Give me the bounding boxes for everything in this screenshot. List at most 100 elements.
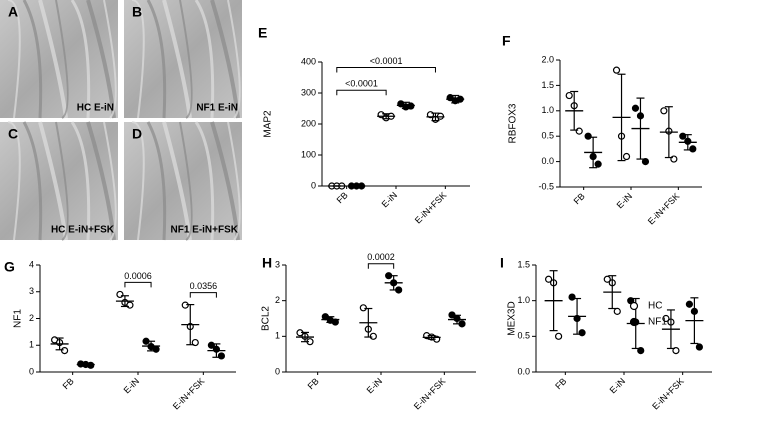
- x-tick-label: FB: [553, 376, 568, 391]
- data-point: [116, 290, 124, 299]
- cell-texture: [38, 121, 68, 241]
- panel-letter: G: [4, 259, 15, 275]
- cell-texture: [146, 121, 167, 241]
- panel-letter: I: [500, 255, 504, 271]
- y-tick-label: 0.5: [541, 131, 554, 141]
- p-value-label: <0.0001: [370, 56, 403, 66]
- significance-bracket: [336, 89, 387, 96]
- y-tick-label: 1.5: [541, 80, 554, 90]
- x-tick-label: E-iN: [615, 191, 634, 210]
- y-tick-label: 0.0: [517, 366, 530, 376]
- panel-letter: A: [8, 4, 18, 20]
- data-point: [695, 343, 704, 351]
- x-tick-label: FB: [61, 376, 76, 391]
- x-tick-label: E-iN: [122, 376, 141, 395]
- cell-texture: [70, 0, 91, 119]
- cell-texture: [70, 121, 91, 241]
- panel-letter: B: [132, 4, 142, 20]
- y-tick-label: 300: [301, 87, 316, 97]
- y-tick-label: 200: [301, 118, 316, 128]
- y-tick-label: 2.0: [541, 54, 554, 64]
- x-tick-label: E-iN+FSK: [646, 191, 682, 227]
- cell-texture: [194, 121, 215, 241]
- cell-texture: [179, 121, 193, 241]
- data-point: [584, 132, 592, 140]
- data-point: [672, 347, 680, 355]
- legend-label: HC: [648, 301, 662, 312]
- x-tick-label: FB: [572, 191, 587, 206]
- significance-bracket: [124, 281, 152, 288]
- significance-bracket: [336, 66, 436, 73]
- data-point: [612, 66, 621, 74]
- p-value-label: <0.0001: [345, 79, 378, 89]
- y-tick-label: 0: [311, 180, 316, 190]
- x-tick-label: E-iN: [608, 376, 627, 395]
- y-axis-label: MAP2: [263, 110, 274, 138]
- y-tick-label: 1: [29, 340, 34, 350]
- p-value-label: 0.0356: [190, 281, 218, 291]
- y-axis-label: NF1: [13, 309, 24, 328]
- y-tick-label: 2: [275, 295, 280, 305]
- cell-texture: [7, 0, 21, 119]
- cell-texture: [55, 121, 69, 241]
- cell-texture: [86, 0, 116, 119]
- cell-texture: [7, 121, 21, 241]
- cell-texture: [38, 0, 68, 119]
- y-tick-label: 100: [301, 149, 316, 159]
- panel-caption: NF1 E-iN+FSK: [170, 225, 238, 236]
- cell-texture: [162, 0, 192, 119]
- panel-caption: HC E-iN+FSK: [51, 225, 115, 236]
- cell-texture: [162, 121, 192, 241]
- y-tick-label: 1.0: [517, 295, 530, 305]
- cell-texture: [227, 121, 241, 241]
- panel-caption: NF1 E-iN: [196, 103, 238, 114]
- data-point: [544, 275, 553, 283]
- x-tick-label: E-iN: [365, 376, 384, 395]
- x-tick-label: E-iN+FSK: [650, 376, 686, 412]
- significance-bracket: [367, 263, 395, 269]
- y-tick-label: 4: [29, 259, 34, 269]
- cell-texture: [194, 0, 215, 119]
- y-tick-label: -0.5: [538, 181, 554, 191]
- data-point: [631, 104, 640, 112]
- data-point: [660, 107, 668, 115]
- y-tick-label: 1.5: [517, 259, 530, 269]
- data-point: [217, 352, 225, 360]
- x-tick-label: FB: [335, 190, 350, 205]
- data-point: [594, 160, 602, 168]
- y-tick-label: 1: [275, 331, 280, 341]
- cell-texture: [210, 121, 240, 241]
- y-tick-label: 3: [275, 259, 280, 269]
- panel-caption: HC E-iN: [77, 103, 114, 114]
- data-point: [662, 314, 670, 323]
- y-axis-label: BCL2: [261, 306, 272, 331]
- y-axis-label: RBFOX3: [508, 103, 519, 143]
- x-tick-label: FB: [306, 376, 321, 391]
- panel-letter: C: [8, 126, 18, 142]
- legend-label: NF1: [648, 317, 667, 328]
- cell-texture: [103, 121, 117, 241]
- panel-letter: E: [258, 25, 267, 41]
- y-tick-label: 2: [29, 313, 34, 323]
- data-point: [637, 347, 645, 355]
- x-tick-label: E-iN: [380, 190, 399, 209]
- data-point: [575, 127, 583, 135]
- panel-letter: F: [502, 33, 511, 49]
- data-point: [578, 329, 586, 337]
- panel-letter: H: [262, 255, 272, 271]
- x-tick-label: E-iN+FSK: [413, 190, 449, 226]
- data-point: [685, 300, 694, 308]
- significance-bracket: [189, 292, 217, 298]
- data-point: [568, 293, 576, 301]
- y-tick-label: 3: [29, 286, 34, 296]
- y-tick-label: 1.0: [541, 105, 554, 115]
- cell-texture: [55, 0, 69, 119]
- data-point: [641, 158, 650, 166]
- y-tick-label: 0.5: [517, 331, 530, 341]
- y-tick-label: 0: [29, 366, 34, 376]
- cell-texture: [146, 0, 167, 119]
- cell-texture: [210, 0, 240, 119]
- x-tick-label: E-iN+FSK: [412, 376, 448, 412]
- data-point: [60, 347, 69, 355]
